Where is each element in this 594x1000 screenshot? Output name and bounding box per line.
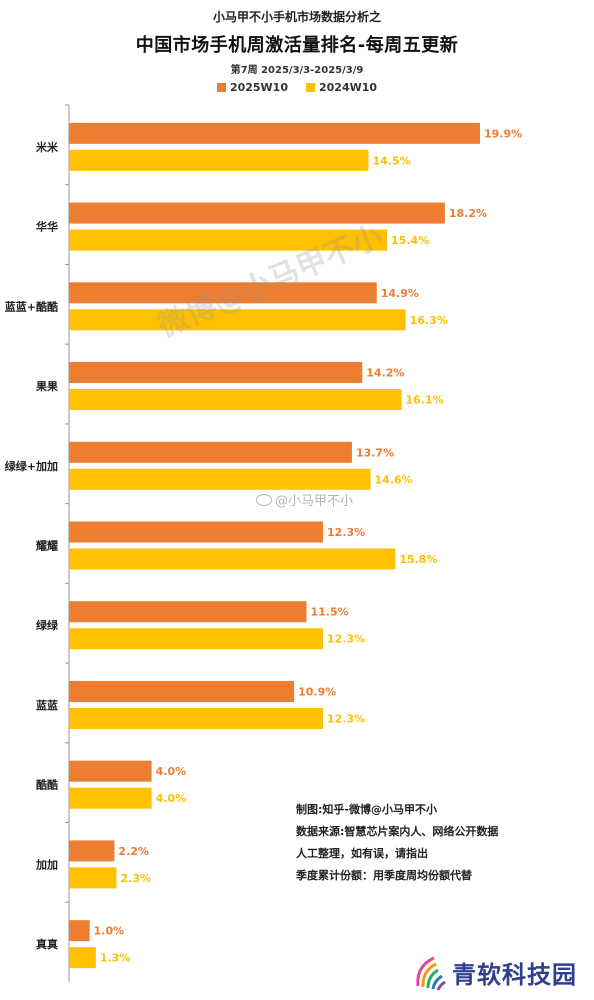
bar-2024 bbox=[69, 947, 96, 969]
data-label-2024: 15.4% bbox=[391, 234, 429, 247]
legend-item-2024: 2024W10 bbox=[306, 81, 377, 94]
bar-2024 bbox=[69, 309, 406, 331]
bar-2024 bbox=[69, 229, 388, 251]
bar-2025 bbox=[69, 521, 324, 543]
bar-2025 bbox=[69, 680, 295, 702]
data-label-2025: 10.9% bbox=[298, 685, 336, 698]
category-label: 耀耀 bbox=[36, 539, 58, 553]
category-label: 蓝蓝 bbox=[36, 698, 58, 712]
bar-2024 bbox=[69, 389, 402, 411]
data-label-2024: 2.3% bbox=[121, 872, 152, 885]
bar-2024 bbox=[69, 867, 117, 889]
note-method: 季度累计份额：用季度周均份额代替 bbox=[296, 869, 472, 882]
legend-item-2025: 2025W10 bbox=[216, 81, 288, 94]
category-label: 华华 bbox=[36, 220, 58, 234]
bar-2025 bbox=[69, 282, 377, 304]
bar-2025 bbox=[69, 122, 480, 144]
data-label-2024: 15.8% bbox=[399, 553, 437, 566]
data-label-2025: 18.2% bbox=[449, 207, 487, 220]
weibo-icon bbox=[256, 493, 272, 506]
bar-2024 bbox=[69, 707, 324, 729]
chart-subtitle: 第7周 2025/3/3-2025/3/9 bbox=[230, 65, 364, 76]
note-author: 制图:知乎-微博@小马甲不小 bbox=[296, 803, 437, 816]
category-label: 果果 bbox=[35, 380, 58, 393]
legend-swatch-2024 bbox=[306, 83, 315, 92]
bar-2024 bbox=[69, 468, 371, 490]
legend-swatch-2025 bbox=[216, 83, 226, 92]
legend-label-2025: 2025W10 bbox=[229, 81, 288, 94]
bar-2025 bbox=[69, 601, 307, 623]
category-label: 加加 bbox=[35, 857, 58, 871]
category-label: 蓝蓝+酷酷 bbox=[5, 299, 58, 313]
data-label-2024: 1.3% bbox=[100, 952, 131, 965]
data-label-2025: 13.7% bbox=[356, 446, 394, 459]
bar-2025 bbox=[69, 202, 445, 224]
legend-label-2024: 2024W10 bbox=[319, 81, 378, 94]
category-label: 绿绿 bbox=[36, 618, 59, 632]
category-label: 真真 bbox=[36, 937, 58, 951]
bar-2025 bbox=[69, 441, 352, 463]
brand-logo-icon bbox=[416, 956, 446, 991]
bar-2024 bbox=[69, 548, 396, 570]
data-label-2024: 16.1% bbox=[406, 394, 444, 407]
data-label-2025: 14.2% bbox=[366, 367, 404, 380]
data-label-2025: 4.0% bbox=[156, 765, 187, 778]
data-label-2024: 14.6% bbox=[375, 473, 413, 486]
category-label: 酷酷 bbox=[36, 778, 58, 792]
data-label-2024: 4.0% bbox=[156, 792, 187, 805]
data-label-2025: 11.5% bbox=[311, 606, 349, 619]
data-label-2024: 14.5% bbox=[372, 154, 410, 167]
brand-logo: 青软科技园 bbox=[412, 952, 577, 992]
center-watermark-text: @小马甲不小 bbox=[275, 494, 354, 509]
data-label-2025: 12.3% bbox=[327, 526, 365, 539]
bar-2025 bbox=[69, 760, 152, 782]
chart-kicker: 小马甲不小手机市场数据分析之 bbox=[212, 10, 381, 24]
data-label-2024: 16.3% bbox=[410, 314, 448, 327]
brand-name: 青软科技园 bbox=[452, 960, 577, 989]
data-label-2024: 12.3% bbox=[327, 712, 365, 725]
bar-2024 bbox=[69, 787, 152, 809]
note-disclaimer: 人工整理，如有误，请指出 bbox=[296, 847, 428, 860]
center-watermark: @小马甲不小 bbox=[256, 490, 353, 509]
data-label-2025: 14.9% bbox=[381, 287, 419, 300]
category-label: 米米 bbox=[35, 140, 59, 154]
category-label: 绿绿+加加 bbox=[5, 459, 58, 473]
chart-notes: 制图:知乎-微博@小马甲不小 数据来源:智慧芯片案内人、网络公开数据 人工整理，… bbox=[296, 799, 498, 887]
bar-2025 bbox=[69, 920, 90, 942]
data-label-2025: 2.2% bbox=[118, 845, 149, 858]
note-source: 数据来源:智慧芯片案内人、网络公开数据 bbox=[296, 825, 499, 838]
bar-2025 bbox=[69, 840, 115, 862]
bar-2024 bbox=[69, 149, 369, 171]
data-label-2025: 19.9% bbox=[484, 127, 522, 140]
bar-2024 bbox=[69, 628, 324, 650]
chart-title: 中国市场手机周激活量排名-每周五更新 bbox=[135, 35, 459, 56]
data-label-2024: 12.3% bbox=[327, 633, 365, 646]
data-label-2025: 1.0% bbox=[94, 925, 125, 938]
bar-2025 bbox=[69, 362, 363, 384]
chart-legend: 2025W10 2024W10 bbox=[0, 81, 594, 94]
